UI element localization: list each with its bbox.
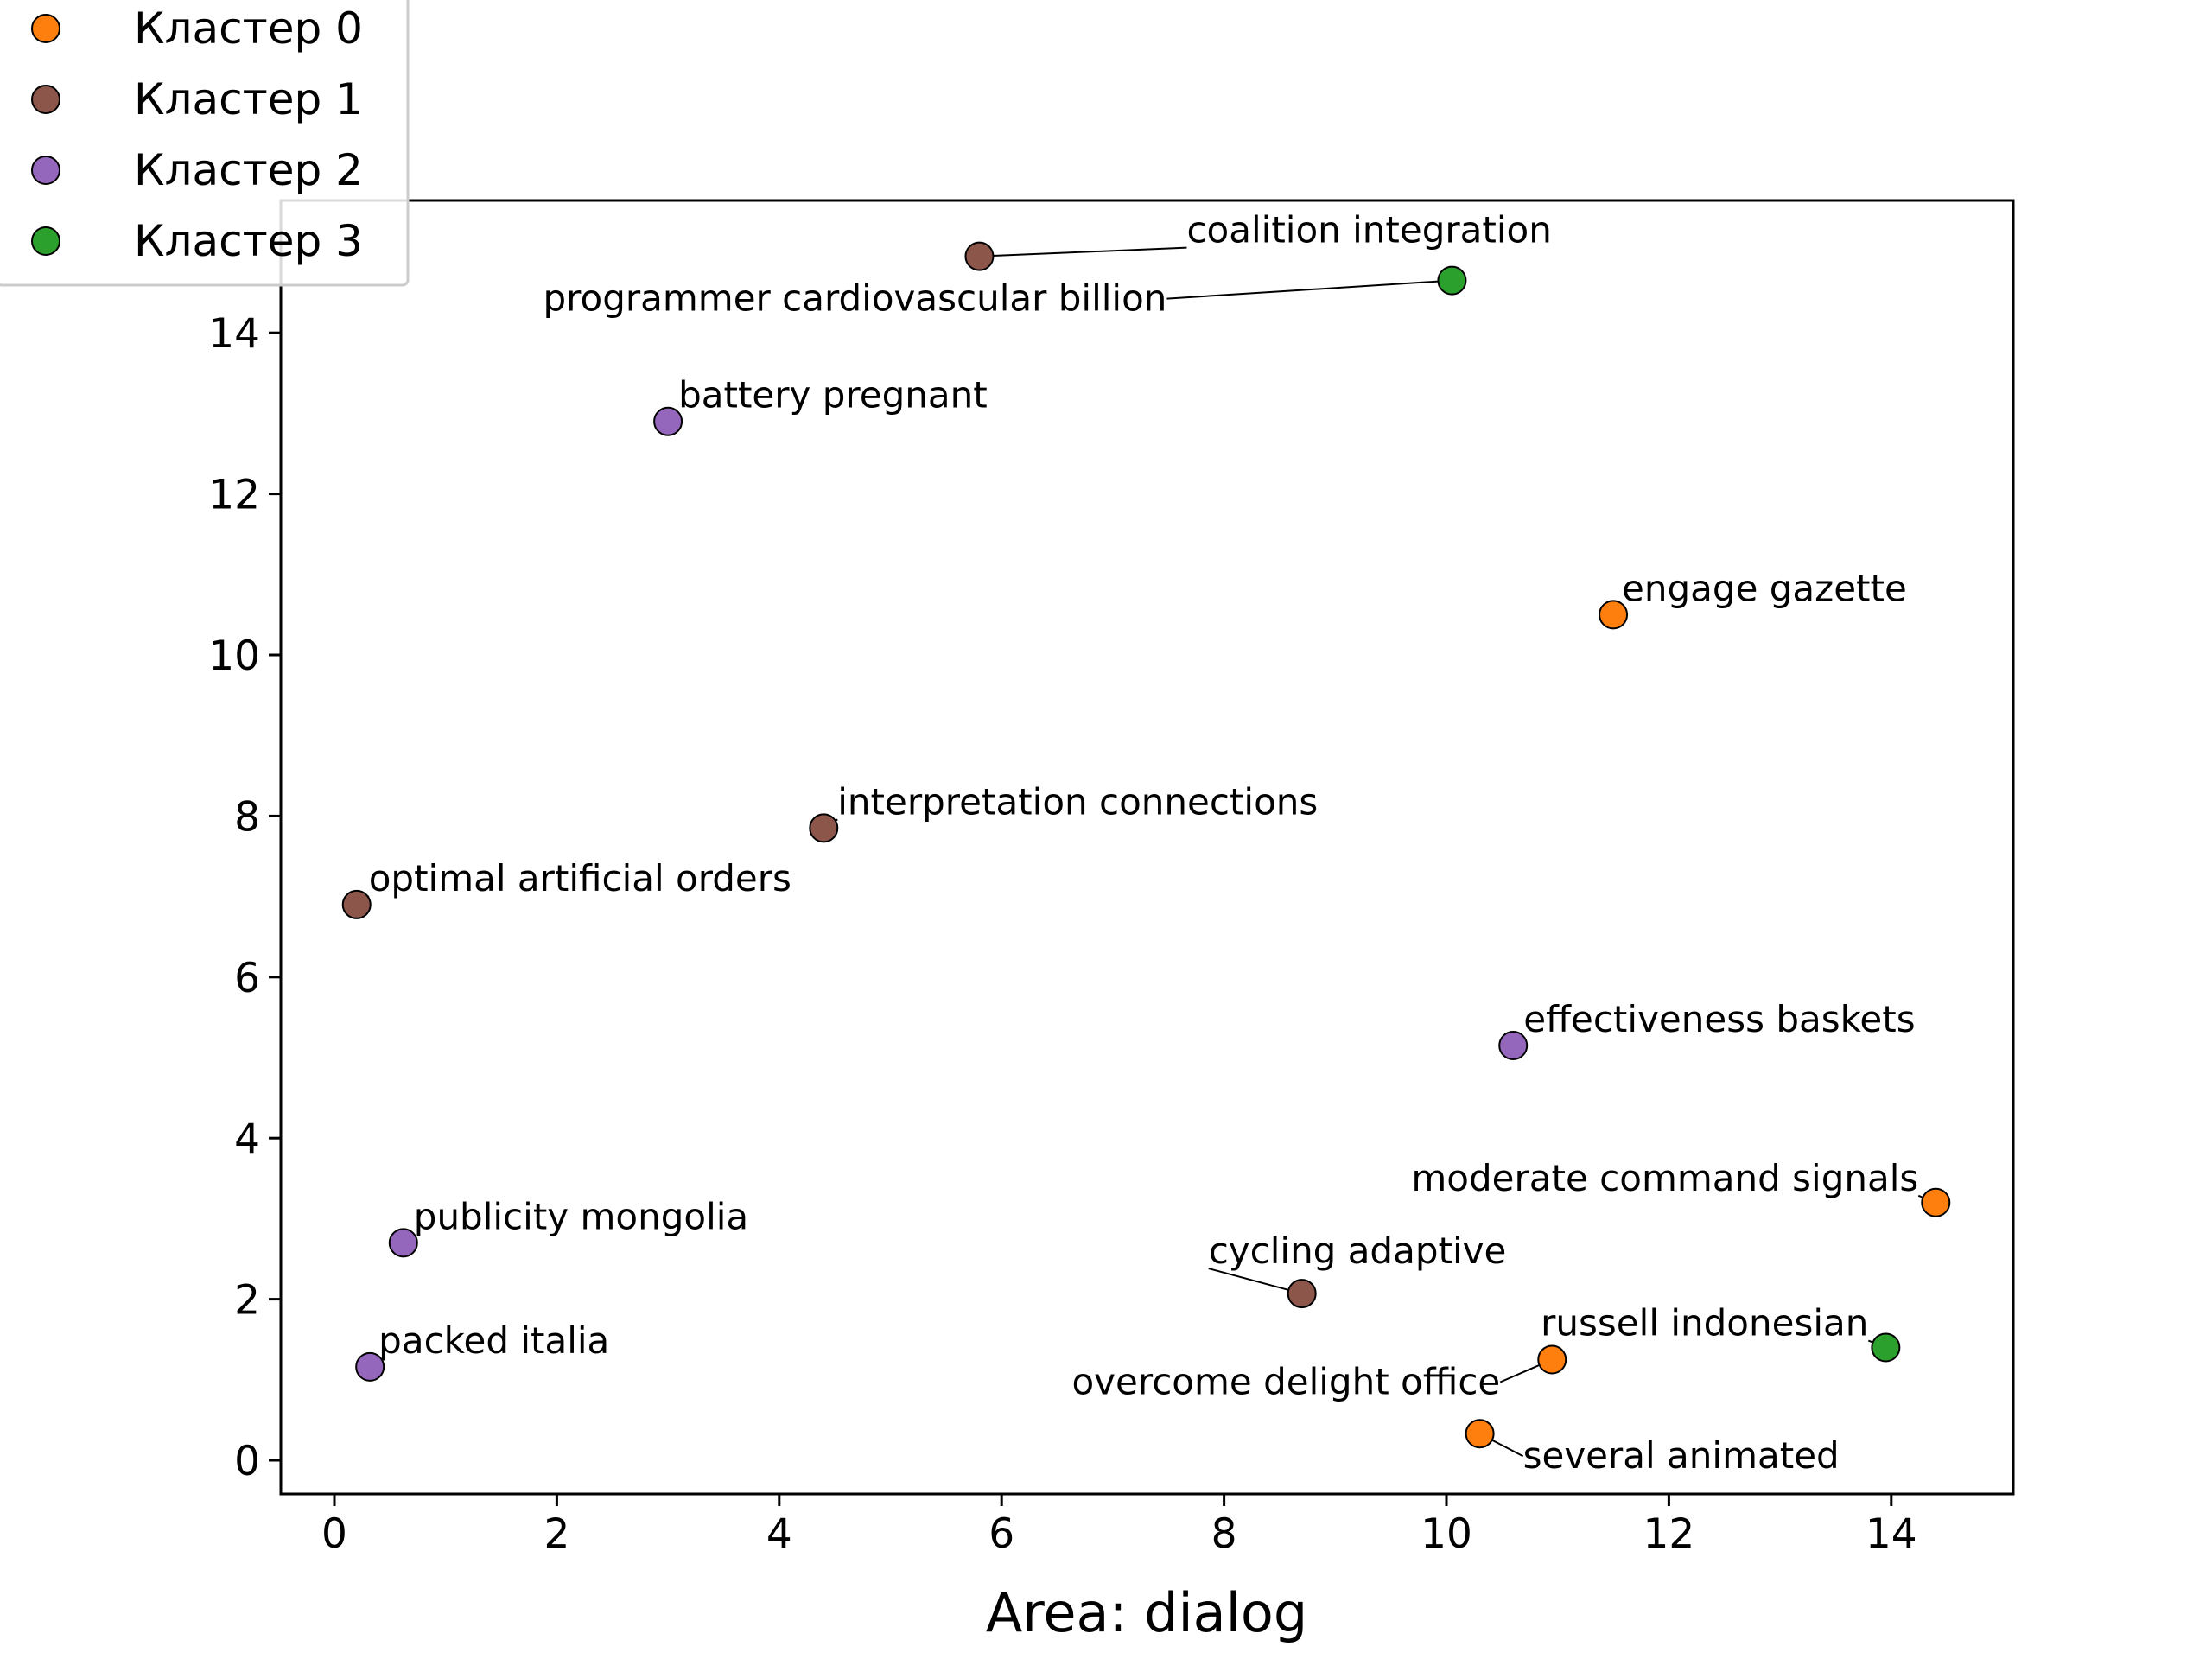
- data-point: [1871, 1332, 1901, 1363]
- data-point: [355, 1351, 385, 1382]
- point-label: coalition integration: [1186, 209, 1551, 251]
- x-tick-label: 6: [988, 1510, 1014, 1558]
- y-tick-label: 12: [208, 472, 260, 519]
- plot-frame: [279, 199, 2015, 1496]
- legend-label: Кластер 3: [134, 216, 363, 266]
- point-label: optimal artificial orders: [369, 857, 791, 899]
- legend-label: Кластер 0: [134, 3, 363, 54]
- x-tick-label: 8: [1211, 1510, 1237, 1558]
- x-tick-label: 14: [1866, 1510, 1917, 1558]
- data-point: [1465, 1419, 1495, 1449]
- y-tick-label: 0: [234, 1438, 260, 1485]
- x-tick-label: 12: [1643, 1510, 1694, 1558]
- y-tick-label: 10: [208, 632, 260, 680]
- point-label: publicity mongolia: [414, 1195, 748, 1237]
- label-connector: [979, 246, 1187, 257]
- label-connectors: [356, 246, 1936, 1458]
- legend-label: Кластер 1: [134, 74, 363, 124]
- legend-marker: [31, 156, 60, 185]
- data-point: [388, 1228, 418, 1258]
- legend-marker: [31, 85, 60, 114]
- data-point: [341, 889, 372, 919]
- data-point: [653, 406, 683, 436]
- y-axis-ticks: 0 2 4 6 8 10 12 14: [208, 310, 281, 1485]
- x-tick-label: 4: [766, 1510, 792, 1558]
- x-axis-ticks: 0 2 4 6 8 10 12 14: [321, 1494, 1917, 1558]
- y-tick-label: 4: [234, 1116, 260, 1163]
- point-label: overcome delight office: [1071, 1361, 1500, 1403]
- y-tick-label: 8: [234, 793, 260, 841]
- data-point: [1599, 600, 1629, 630]
- x-tick-label: 2: [543, 1510, 569, 1558]
- y-tick-label: 2: [234, 1277, 260, 1325]
- data-points: [341, 241, 1951, 1449]
- point-label: several animated: [1523, 1434, 1840, 1477]
- y-tick-label: 14: [208, 310, 260, 358]
- point-label: cycling adaptive: [1209, 1230, 1507, 1272]
- point-label: packed italia: [378, 1319, 609, 1362]
- point-label: interpretation connections: [837, 780, 1318, 823]
- x-tick-label: 0: [321, 1510, 347, 1558]
- data-point: [1498, 1031, 1529, 1061]
- legend-label: Кластер 2: [134, 145, 363, 195]
- data-point: [1537, 1344, 1567, 1375]
- point-label: programmer cardiovascular billion: [543, 277, 1167, 320]
- point-label: engage gazette: [1622, 567, 1907, 609]
- legend-frame: [0, 0, 410, 287]
- point-label: moderate command signals: [1411, 1157, 1918, 1199]
- legend-marker: [31, 14, 60, 43]
- label-connector: [1208, 1268, 1302, 1295]
- point-labels: engage gazette moderate command signals ov…: [369, 209, 1919, 1478]
- x-tick-label: 10: [1421, 1510, 1472, 1558]
- x-axis-label: Area: dialog: [986, 1581, 1307, 1644]
- point-label: effectiveness baskets: [1523, 998, 1915, 1040]
- legend: Кластер 0 Кластер 1 Кластер 2 Кластер 3: [0, 0, 410, 287]
- data-point: [1437, 265, 1467, 296]
- point-label: battery pregnant: [678, 374, 988, 416]
- legend-marker: [31, 226, 60, 256]
- data-point: [964, 241, 995, 271]
- point-label: russell indonesian: [1541, 1302, 1868, 1344]
- data-point: [809, 813, 839, 843]
- data-point: [1287, 1279, 1317, 1309]
- label-connector: [1166, 279, 1452, 300]
- data-point: [1921, 1187, 1951, 1217]
- y-tick-label: 6: [234, 955, 260, 1002]
